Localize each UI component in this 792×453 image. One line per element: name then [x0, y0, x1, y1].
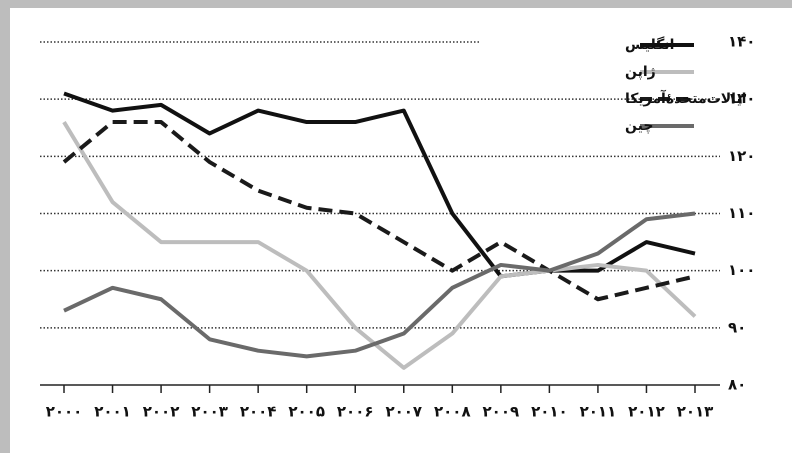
x-tick-label: ۲۰۰۵	[288, 403, 325, 421]
x-tick-label: ۲۰۱۱	[580, 403, 617, 421]
x-tick-label: ۲۰۰۱	[94, 403, 131, 421]
y-tick-label: ۹۰	[728, 318, 746, 336]
y-tick-label: ۱۱۰	[728, 204, 755, 222]
y-tick-label: ۱۰۰	[728, 261, 755, 279]
x-tick-label: ۲۰۰۸	[434, 403, 471, 421]
x-tick-label: ۲۰۰۹	[483, 403, 520, 421]
series-line	[63, 211, 696, 359]
legend-label: چین	[625, 118, 653, 134]
background	[10, 8, 792, 453]
y-tick-label: ۱۲۰	[728, 147, 755, 165]
series-line	[62, 120, 697, 370]
legend-label: ایالات‌متحدهٔ‌آمریکا	[625, 89, 746, 107]
y-tick-label: ۸۰	[728, 376, 746, 394]
y-tick-label: ۱۳۰	[728, 90, 755, 108]
legend-label: انگلیس	[625, 36, 674, 53]
x-tick-label: ۲۰۰۲	[143, 403, 180, 421]
y-tick-label: ۱۴۰	[728, 33, 755, 51]
series-line	[62, 120, 696, 302]
legend-label: ژاپن	[625, 64, 656, 80]
x-tick-label: ۲۰۰۷	[385, 403, 422, 421]
x-tick-label: ۲۰۰۳	[191, 403, 228, 421]
series-line	[63, 91, 696, 279]
x-tick-label: ۲۰۱۳	[677, 403, 714, 421]
x-tick-label: ۲۰۱۲	[628, 403, 665, 421]
x-tick-label: ۲۰۰۰	[46, 403, 83, 421]
x-tick-label: ۲۰۱۰	[531, 403, 568, 421]
x-tick-label: ۲۰۰۴	[240, 403, 277, 421]
x-tick-label: ۲۰۰۶	[337, 403, 374, 421]
